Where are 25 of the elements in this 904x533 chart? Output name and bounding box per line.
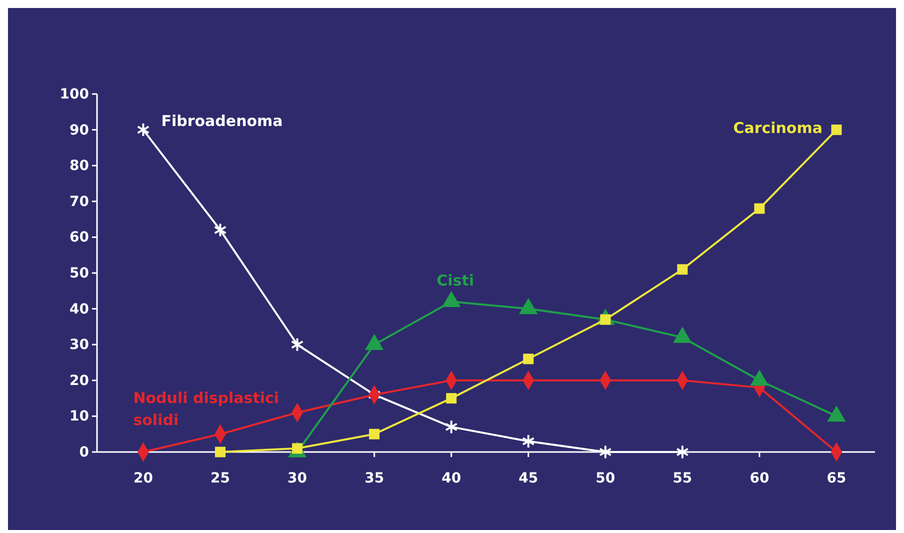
x-tick-label: 30	[288, 470, 308, 486]
x-tick-label: 35	[364, 470, 384, 486]
y-tick-label: 90	[70, 122, 90, 138]
series-label: Fibroadenoma	[161, 112, 283, 130]
x-tick-label: 45	[518, 470, 538, 486]
y-tick-label: 100	[60, 86, 90, 102]
series-label: Carcinoma	[733, 118, 822, 137]
y-tick-label: 0	[79, 444, 90, 460]
x-tick-label: 20	[133, 470, 154, 486]
x-tick-label: 25	[210, 470, 230, 486]
series-label: Noduli displastici solidi	[133, 389, 280, 429]
y-tick-label: 20	[70, 372, 90, 389]
x-tick-label: 65	[826, 470, 846, 486]
y-tick-label: 70	[70, 194, 90, 210]
x-tick-label: 55	[672, 470, 692, 486]
y-tick-label: 10	[70, 408, 90, 425]
x-tick-label: 40	[442, 470, 462, 486]
y-tick-label: 80	[70, 158, 90, 174]
y-tick-label: 40	[70, 301, 90, 318]
y-tick-label: 50	[70, 265, 90, 282]
x-tick-label: 60	[750, 470, 770, 486]
y-tick-label: 60	[70, 230, 90, 246]
y-tick-label: 30	[70, 337, 90, 354]
x-tick-label: 50	[596, 470, 616, 486]
series-label: Cisti	[436, 272, 474, 290]
